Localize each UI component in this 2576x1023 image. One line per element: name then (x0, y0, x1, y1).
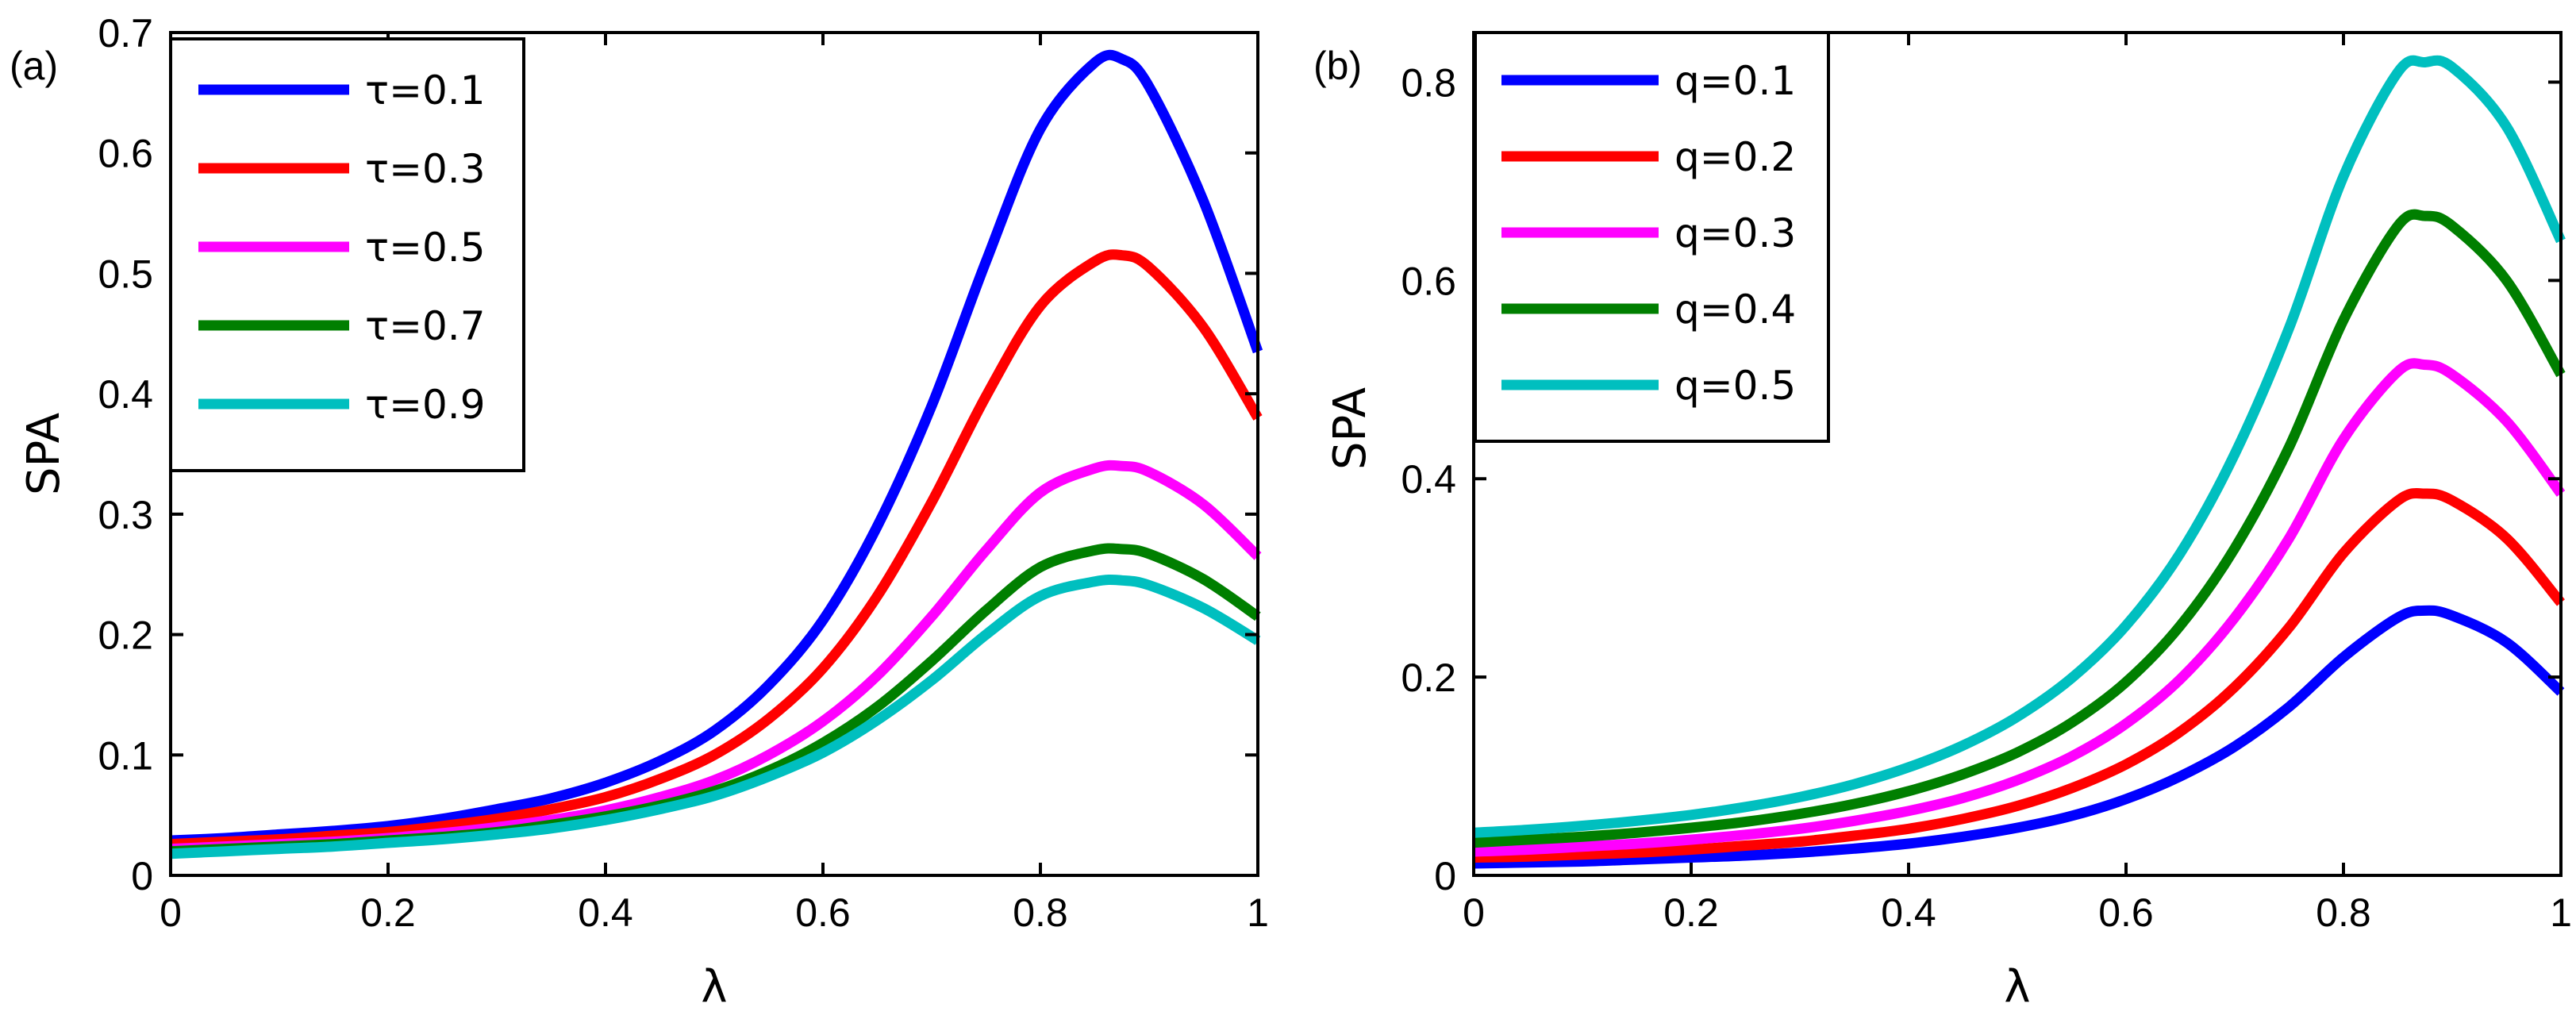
panel-b-legend-items: q=0.1 q=0.2 q=0.3 q=0.4 q=0.5 (1501, 58, 1796, 409)
panel-a-y-tick-label: 0.7 (98, 11, 153, 56)
panel-b-legend-label: q=0.1 (1674, 58, 1796, 104)
panel-b-series-line-4 (1473, 209, 2566, 848)
panel-b-y-tick-label: 0.8 (1401, 60, 1456, 105)
panel-a-series-line-1 (170, 49, 1263, 846)
panel-a-y-tick-label: 0.5 (98, 252, 153, 296)
panel-a-legend-box (169, 37, 525, 472)
panel-a-chart: 0 0.2 0.4 0.6 0.8 1 0 0.1 0.2 0.3 0.4 0.5 0.6 0.7 (a… (10, 11, 1269, 1013)
panel-a-legend-label: τ=0.7 (365, 303, 486, 349)
panel-a-legend-item: τ=0.3 (198, 146, 486, 192)
panel-a-y-tick-label: 0.2 (98, 613, 153, 658)
panel-b-x-tick-label: 0.2 (1663, 890, 1719, 935)
panel-b-y-axis-title: SPA (1325, 387, 1376, 470)
panel-b-chart: 0 0.2 0.4 0.6 0.8 1 0 0.2 0.4 0.6 0.8 (b) λ SPA q… (1313, 31, 2572, 1013)
panel-b-tag: (b) (1313, 44, 1362, 88)
panel-b-legend-item: q=0.1 (1501, 58, 1796, 104)
panel-a-legend-item: τ=0.5 (198, 225, 486, 271)
panel-b-series-line-3 (1473, 358, 2566, 857)
panel-b-legend-label: q=0.4 (1674, 287, 1796, 333)
panel-a-y-tick-label: 0.3 (98, 493, 153, 537)
panel-a-legend-items: τ=0.1 τ=0.3 τ=0.5 τ=0.7 τ=0.9 (198, 67, 486, 428)
panel-a-y-tick-label: 0 (131, 854, 153, 898)
panel-a-legend: τ=0.1 τ=0.3 τ=0.5 τ=0.7 τ=0.9 (169, 37, 525, 472)
panel-a-y-tick-label: 0.1 (98, 733, 153, 778)
panel-b-series-line-1 (1473, 605, 2565, 869)
panel-a-legend-label: τ=0.1 (365, 67, 486, 113)
panel-b-legend-item: q=0.5 (1501, 363, 1796, 409)
panel-b-y-tick-label: 0.4 (1401, 457, 1456, 502)
panel-b-x-tick-label: 0 (1463, 890, 1485, 935)
panel-b-legend-item: q=0.2 (1501, 134, 1796, 180)
panel-a-legend-item: τ=0.7 (198, 303, 486, 349)
panel-a-x-tick-label: 0.6 (795, 890, 851, 935)
panel-a-x-tick-label: 1 (1247, 890, 1269, 935)
panel-a-x-tick-label: 0 (160, 890, 182, 935)
panel-a-y-tick-label: 0.4 (98, 372, 153, 417)
panel-a-series-line-2 (170, 249, 1263, 850)
panel-b-legend-item: q=0.4 (1501, 287, 1796, 333)
panel-b-legend: q=0.1 q=0.2 q=0.3 q=0.4 q=0.5 (1474, 31, 1830, 443)
panel-b-y-tick-label: 0.6 (1401, 259, 1456, 303)
panel-a-series-line-5 (170, 575, 1261, 860)
panel-b-x-ticks: 0 0.2 0.4 0.6 0.8 1 (1463, 33, 2572, 935)
panel-b-x-tick-label: 0.8 (2316, 890, 2371, 935)
panel-b-x-tick-label: 0.6 (2098, 890, 2154, 935)
panel-a-legend-label: τ=0.3 (365, 146, 486, 192)
panel-a-x-ticks: 0 0.2 0.4 0.6 0.8 1 (160, 33, 1269, 935)
panel-a-x-tick-label: 0.8 (1013, 890, 1068, 935)
panel-b-series-line-5 (1473, 55, 2566, 838)
panel-b-x-axis-title: λ (2004, 961, 2030, 1013)
panel-b-plot-frame (1472, 31, 2563, 877)
panel-b-legend-item: q=0.3 (1501, 210, 1796, 256)
panel-a-legend-item: τ=0.1 (198, 67, 486, 113)
panel-b-series-layer (1473, 55, 2566, 869)
panel-a-x-tick-label: 0.4 (578, 890, 633, 935)
panel-a-series-layer (170, 49, 1263, 860)
panel-b-legend-label: q=0.3 (1674, 210, 1796, 256)
panel-b-legend-label: q=0.5 (1674, 363, 1796, 409)
panel-a-legend-label: τ=0.5 (365, 225, 486, 271)
panel-a-y-tick-label: 0.6 (98, 132, 153, 176)
panel-b-y-ticks: 0 0.2 0.4 0.6 0.8 (1401, 60, 2561, 898)
panel-b-legend-label: q=0.2 (1674, 134, 1796, 180)
panel-a-tag: (a) (10, 44, 58, 88)
panel-a-x-axis-title: λ (701, 961, 727, 1013)
panel-a-legend-label: τ=0.9 (365, 382, 486, 428)
panel-b-y-tick-label: 0.2 (1401, 656, 1456, 700)
panel-b-x-tick-label: 1 (2550, 890, 2572, 935)
panel-a-legend-item: τ=0.9 (198, 382, 486, 428)
panel-b-y-tick-label: 0 (1434, 854, 1456, 898)
panel-a-x-tick-label: 0.2 (360, 890, 416, 935)
panel-a-y-axis-title: SPA (18, 413, 70, 495)
panel-b-series-line-2 (1473, 487, 2565, 863)
panel-b-x-tick-label: 0.4 (1881, 890, 1936, 935)
